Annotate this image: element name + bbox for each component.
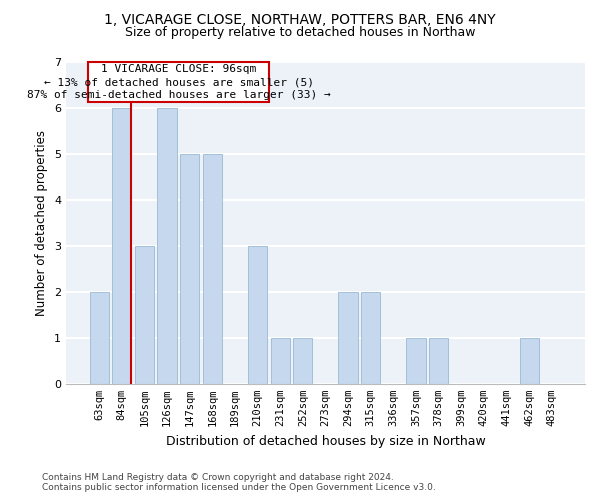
Text: Contains HM Land Registry data © Crown copyright and database right 2024.
Contai: Contains HM Land Registry data © Crown c… (42, 473, 436, 492)
Y-axis label: Number of detached properties: Number of detached properties (35, 130, 49, 316)
Bar (180, 154, 199, 384)
Bar (271, 338, 290, 384)
Bar (203, 154, 222, 384)
Bar (112, 108, 131, 384)
Bar (157, 108, 176, 384)
Bar (248, 246, 267, 384)
Bar (293, 338, 313, 384)
X-axis label: Distribution of detached houses by size in Northaw: Distribution of detached houses by size … (166, 434, 485, 448)
Bar (135, 246, 154, 384)
Bar (406, 338, 425, 384)
Bar (520, 338, 539, 384)
Bar (429, 338, 448, 384)
Text: Size of property relative to detached houses in Northaw: Size of property relative to detached ho… (125, 26, 475, 39)
Bar (338, 292, 358, 384)
Text: ← 13% of detached houses are smaller (5): ← 13% of detached houses are smaller (5) (44, 77, 314, 87)
Text: 87% of semi-detached houses are larger (33) →: 87% of semi-detached houses are larger (… (27, 90, 331, 101)
Text: 1, VICARAGE CLOSE, NORTHAW, POTTERS BAR, EN6 4NY: 1, VICARAGE CLOSE, NORTHAW, POTTERS BAR,… (104, 12, 496, 26)
Bar (361, 292, 380, 384)
Bar (89, 292, 109, 384)
Bar (88, 62, 269, 102)
Text: 1 VICARAGE CLOSE: 96sqm: 1 VICARAGE CLOSE: 96sqm (101, 64, 256, 74)
